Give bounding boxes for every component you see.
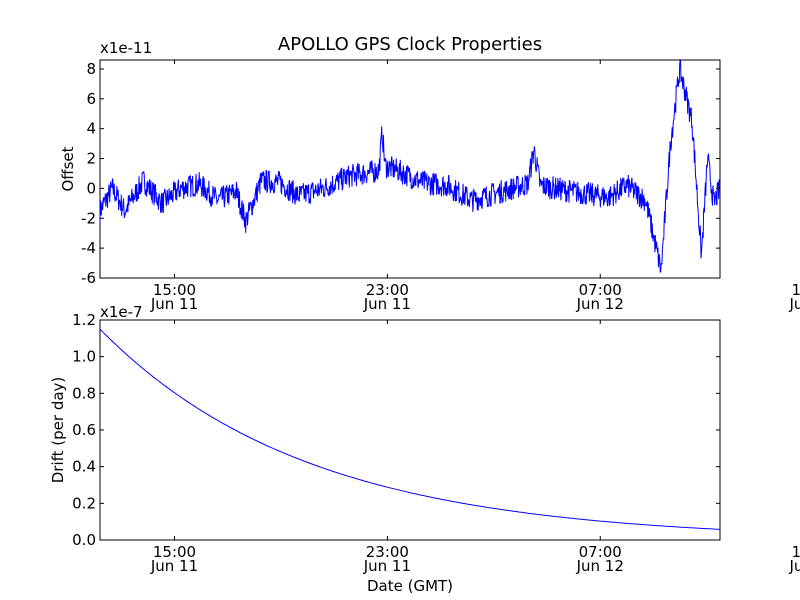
x-tick-time-label: 23:00: [366, 543, 409, 561]
y-tick-label: -4: [81, 239, 96, 257]
x-tick-time-label: 15:00: [153, 281, 196, 299]
x-tick-date-label: Jun 12: [788, 295, 800, 313]
drift-plot-frame: [99, 319, 721, 541]
series-line: [99, 328, 721, 530]
y-tick-label: 2: [86, 150, 96, 168]
y-tick-label: 8: [86, 60, 96, 78]
y-tick-label: 0.8: [72, 384, 96, 402]
x-tick-date-label: Jun 12: [788, 557, 800, 575]
x-axis-label: Date (GMT): [367, 577, 453, 595]
x-tick-date-label: Jun 11: [363, 295, 411, 313]
chart-title: APOLLO GPS Clock Properties: [278, 34, 542, 55]
y-tick-label: -6: [81, 269, 96, 287]
y-tick-label: 4: [86, 120, 96, 138]
x-tick-date-label: Jun 11: [150, 295, 198, 313]
x-tick-time-label: 15:00: [153, 543, 196, 561]
x-tick-date-label: Jun 12: [576, 295, 624, 313]
y-tick-label: 1.2: [72, 311, 96, 329]
x-tick-time-label: 15:00: [792, 281, 800, 299]
x-tick-time-label: 15:00: [792, 543, 800, 561]
offset-scale-label: x1e-11: [100, 39, 152, 57]
x-tick-time-label: 07:00: [579, 281, 622, 299]
x-tick-time-label: 07:00: [579, 543, 622, 561]
y-tick-label: 6: [86, 90, 96, 108]
offset-y-axis-label: Offset: [59, 146, 77, 191]
x-tick-date-label: Jun 12: [576, 557, 624, 575]
series-line: [99, 58, 721, 273]
y-tick-label: 0.0: [72, 531, 96, 549]
x-tick-date-label: Jun 11: [363, 557, 411, 575]
y-tick-label: 0: [86, 179, 96, 197]
x-tick-date-label: Jun 11: [150, 557, 198, 575]
drift-y-axis-label: Drift (per day): [49, 377, 67, 484]
y-tick-label: 0.6: [72, 421, 96, 439]
drift-scale-label: x1e-7: [100, 303, 143, 321]
y-tick-label: -2: [81, 209, 96, 227]
y-tick-label: 0.2: [72, 494, 96, 512]
x-tick-time-label: 23:00: [366, 281, 409, 299]
y-tick-label: 0.4: [72, 458, 96, 476]
y-tick-label: 1.0: [72, 348, 96, 366]
